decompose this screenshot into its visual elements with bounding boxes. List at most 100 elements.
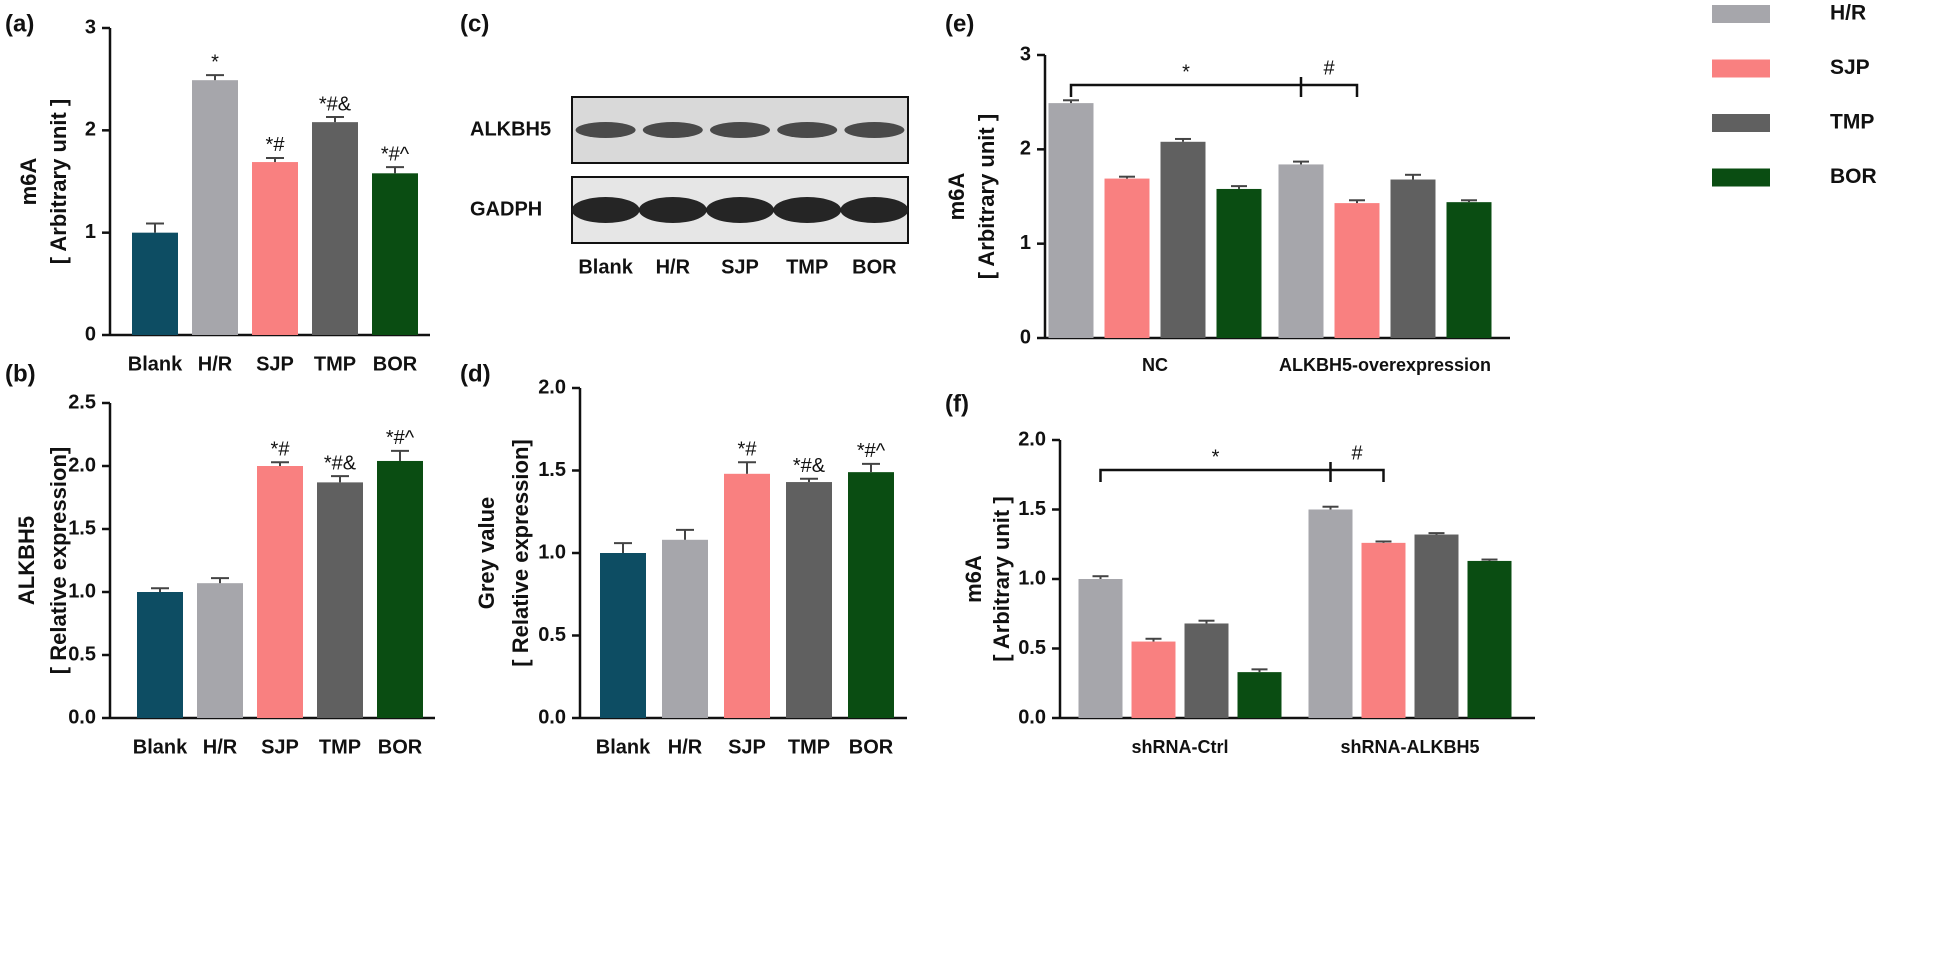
y-tick-label: 0.0	[68, 706, 96, 728]
panel-label: (b)	[5, 360, 36, 387]
y-tick-label: 0	[1020, 326, 1031, 348]
y-axis-label: [ Arbitrary unit ]	[974, 114, 999, 279]
significance-bracket	[1099, 462, 1385, 482]
bar	[848, 472, 894, 718]
legend-label: H/R	[1830, 2, 1866, 25]
bar	[132, 232, 178, 335]
bar	[1390, 179, 1436, 338]
y-axis-label: [ Arbitrary unit ]	[46, 99, 71, 264]
y-tick-label: 0.0	[1018, 706, 1046, 728]
bar	[1308, 509, 1353, 718]
y-axis-label: m6A	[961, 555, 986, 603]
blot-band	[642, 122, 703, 138]
x-tick-label: BOR	[378, 736, 423, 758]
bar	[1334, 203, 1380, 338]
bar	[1467, 560, 1512, 718]
bar	[257, 466, 303, 718]
bar	[724, 473, 770, 718]
bar	[197, 583, 243, 718]
bar	[1184, 623, 1229, 718]
blot-band	[844, 122, 905, 138]
significance-label: *#	[266, 134, 286, 156]
y-tick-label: 2.0	[68, 454, 96, 476]
panel-label: (c)	[460, 10, 489, 37]
significance-label: *#&	[324, 452, 357, 474]
significance-label: #	[1323, 57, 1335, 79]
y-axis-label: [ Arbitrary unit ]	[989, 496, 1014, 661]
bar	[1104, 178, 1150, 338]
panel-label: (a)	[5, 10, 34, 37]
y-axis-label: m6A	[944, 173, 969, 221]
bar	[1361, 542, 1406, 718]
y-tick-label: 0.5	[1018, 637, 1046, 659]
x-tick-label: NC	[1142, 355, 1168, 375]
y-tick-label: 2	[85, 119, 96, 141]
significance-label: *	[211, 51, 219, 73]
panel-label: (d)	[460, 360, 491, 387]
blot-band	[571, 197, 640, 223]
bar	[137, 592, 183, 718]
x-tick-label: ALKBH5-overexpression	[1279, 355, 1491, 375]
bar	[312, 122, 358, 335]
y-tick-label: 3	[1020, 43, 1031, 65]
bar	[600, 553, 646, 718]
x-tick-label: TMP	[319, 736, 361, 758]
x-tick-label: BOR	[373, 353, 418, 375]
bar	[372, 173, 418, 335]
legend-label: SJP	[1830, 56, 1870, 79]
bar	[1237, 672, 1282, 718]
significance-label: *#	[271, 439, 291, 461]
y-tick-label: 1	[85, 221, 96, 243]
y-tick-label: 2.0	[1018, 428, 1046, 450]
y-axis-label: [ Relative expression]	[508, 439, 533, 666]
bar	[252, 162, 298, 335]
significance-label: *#^	[857, 440, 886, 462]
y-tick-label: 1.5	[538, 459, 566, 481]
y-tick-label: 1.5	[68, 517, 96, 539]
blot-band	[777, 122, 838, 138]
blot-band	[638, 197, 707, 223]
y-tick-label: 0.5	[538, 624, 566, 646]
lane-label: Blank	[578, 256, 633, 278]
x-tick-label: Blank	[133, 736, 188, 758]
y-axis-label: Grey value	[474, 497, 499, 610]
lane-label: BOR	[852, 256, 897, 278]
significance-bracket	[1069, 77, 1359, 97]
y-tick-label: 1.0	[1018, 567, 1046, 589]
x-tick-label: BOR	[849, 736, 894, 758]
y-tick-label: 1.0	[68, 580, 96, 602]
x-tick-label: TMP	[788, 736, 830, 758]
y-tick-label: 1.0	[538, 541, 566, 563]
legend-label: BOR	[1830, 165, 1877, 188]
y-tick-label: 2.0	[538, 376, 566, 398]
bar	[192, 80, 238, 335]
significance-label: *	[1182, 61, 1190, 83]
y-tick-label: 1.5	[1018, 498, 1046, 520]
significance-label: #	[1351, 442, 1363, 464]
bar	[662, 539, 708, 718]
bar	[1131, 641, 1176, 718]
bar	[1078, 579, 1123, 718]
x-tick-label: Blank	[596, 736, 651, 758]
blot-row-label: ALKBH5	[470, 118, 551, 140]
significance-label: *#	[738, 439, 758, 461]
legend-swatch	[1712, 59, 1770, 78]
y-tick-label: 0.0	[538, 706, 566, 728]
x-tick-label: Blank	[128, 353, 183, 375]
x-tick-label: H/R	[198, 353, 233, 375]
blot-band	[710, 122, 770, 138]
significance-label: *#&	[793, 455, 826, 477]
lane-label: TMP	[786, 256, 828, 278]
bar	[1216, 188, 1262, 338]
x-tick-label: SJP	[261, 736, 299, 758]
bar	[377, 460, 423, 718]
blot-band	[840, 197, 909, 223]
significance-label: *#^	[386, 427, 415, 449]
legend-swatch	[1712, 114, 1770, 132]
bar	[786, 482, 832, 718]
x-tick-label: shRNA-Ctrl	[1132, 737, 1229, 757]
y-tick-label: 0.5	[68, 643, 96, 665]
bar	[317, 482, 363, 718]
panel-label: (f)	[945, 390, 969, 417]
